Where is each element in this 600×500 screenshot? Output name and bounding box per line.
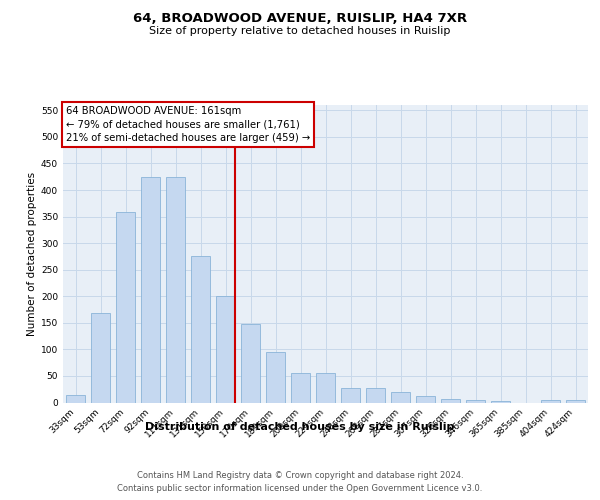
- Bar: [366, 388, 385, 402]
- Text: 64, BROADWOOD AVENUE, RUISLIP, HA4 7XR: 64, BROADWOOD AVENUE, RUISLIP, HA4 7XR: [133, 12, 467, 26]
- Text: Distribution of detached houses by size in Ruislip: Distribution of detached houses by size …: [145, 422, 455, 432]
- Bar: [391, 392, 410, 402]
- Y-axis label: Number of detached properties: Number of detached properties: [27, 172, 37, 336]
- Bar: [316, 374, 335, 402]
- Bar: [191, 256, 210, 402]
- Bar: [341, 388, 360, 402]
- Bar: [266, 352, 285, 403]
- Bar: [166, 176, 185, 402]
- Bar: [241, 324, 260, 402]
- Text: Contains public sector information licensed under the Open Government Licence v3: Contains public sector information licen…: [118, 484, 482, 493]
- Bar: [291, 374, 310, 402]
- Text: 64 BROADWOOD AVENUE: 161sqm
← 79% of detached houses are smaller (1,761)
21% of : 64 BROADWOOD AVENUE: 161sqm ← 79% of det…: [65, 106, 310, 143]
- Bar: [116, 212, 135, 402]
- Bar: [491, 401, 510, 402]
- Bar: [441, 399, 460, 402]
- Bar: [141, 176, 160, 402]
- Bar: [216, 296, 235, 403]
- Bar: [541, 400, 560, 402]
- Bar: [416, 396, 435, 402]
- Bar: [466, 400, 485, 402]
- Bar: [91, 313, 110, 402]
- Text: Contains HM Land Registry data © Crown copyright and database right 2024.: Contains HM Land Registry data © Crown c…: [137, 471, 463, 480]
- Text: Size of property relative to detached houses in Ruislip: Size of property relative to detached ho…: [149, 26, 451, 36]
- Bar: [566, 400, 585, 402]
- Bar: [66, 394, 85, 402]
